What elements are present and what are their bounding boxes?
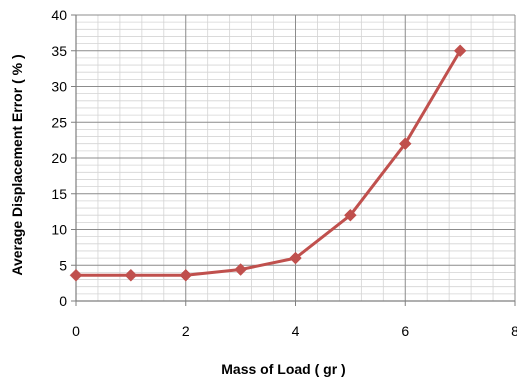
x-tick-label: 2 (182, 323, 190, 339)
y-tick-label: 15 (51, 186, 67, 202)
data-point-marker (124, 268, 138, 282)
x-tick-label: 4 (292, 323, 300, 339)
y-tick-label: 20 (51, 150, 67, 166)
y-tick-label: 0 (59, 293, 67, 309)
data-point-marker (453, 44, 467, 58)
y-axis-title: Average Displacement Error ( % ) (9, 54, 25, 275)
y-tick-label: 5 (59, 257, 67, 273)
y-tick-label: 35 (51, 43, 67, 59)
x-tick-labels: 0 2 4 6 8 (72, 323, 517, 339)
y-tick-label: 40 (51, 7, 67, 23)
series-group (69, 44, 467, 282)
x-tick-label: 0 (72, 323, 80, 339)
data-point-marker (179, 268, 193, 282)
y-tick-labels: 0 5 10 15 20 25 30 35 40 (51, 7, 67, 309)
axes (71, 14, 516, 306)
x-tick-label: 8 (511, 323, 517, 339)
data-point-marker (289, 251, 302, 265)
y-tick-label: 30 (51, 79, 67, 95)
x-axis-title: Mass of Load ( gr ) (221, 361, 345, 377)
x-tick-label: 6 (401, 323, 409, 339)
data-point-marker (234, 263, 247, 276)
y-tick-label: 25 (51, 114, 67, 130)
data-point-marker (398, 137, 412, 151)
data-point-marker (344, 208, 357, 222)
y-tick-label: 10 (51, 222, 67, 238)
data-point-marker (69, 268, 83, 282)
series-line (76, 49, 462, 277)
